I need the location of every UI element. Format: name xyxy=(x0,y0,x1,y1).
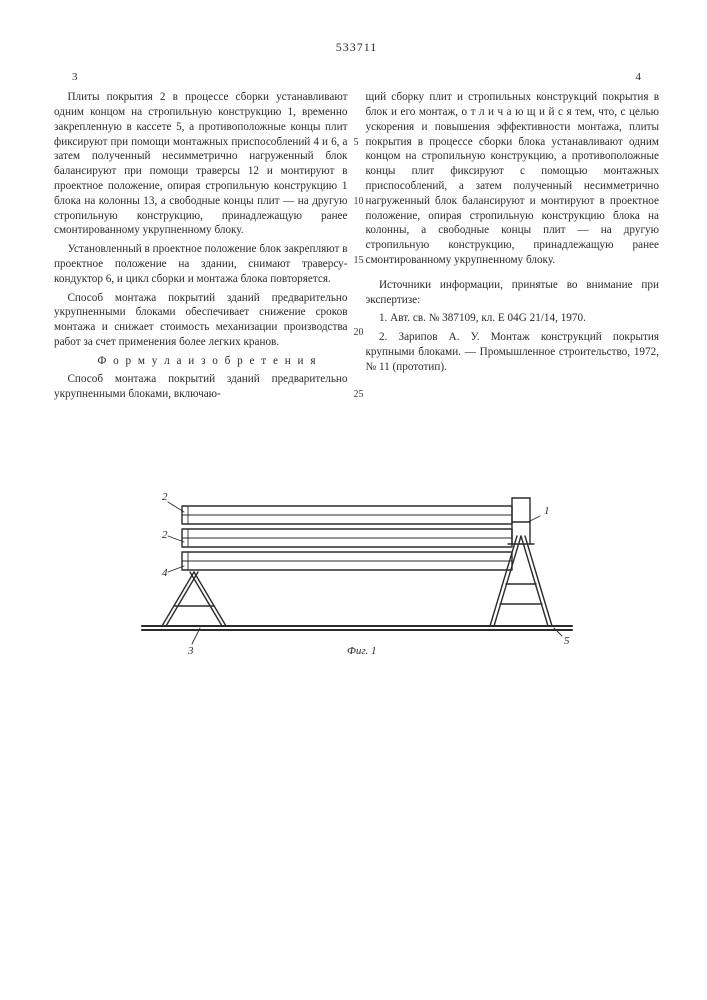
source-item: 1. Авт. св. № 387109, кл. Е 04G 21/14, 1… xyxy=(366,311,660,326)
figure-labels: 2 2 4 3 1 5 Фиг. 1 xyxy=(162,491,570,657)
figure-svg: 2 2 4 3 1 5 Фиг. 1 xyxy=(122,476,592,666)
line-mark: 5 xyxy=(354,136,359,149)
page-numbers-row: 3 4 xyxy=(72,70,641,85)
body-paragraph: Плиты покрытия 2 в процессе сборки устан… xyxy=(54,90,348,238)
page: 533711 3 4 Плиты покрытия 2 в процессе с… xyxy=(0,0,707,1000)
body-paragraph: щий сборку плит и стропильных конструкци… xyxy=(366,90,660,267)
figure-drawing xyxy=(142,498,572,644)
line-mark: 20 xyxy=(354,326,364,339)
source-item: 2. Зарипов А. У. Монтаж конструкций покр… xyxy=(366,330,660,374)
right-column: 5 10 15 20 25 щий сборку плит и стропиль… xyxy=(366,90,660,406)
page-num-left: 3 xyxy=(72,70,78,85)
body-paragraph: Способ монтажа покрытий зданий предварит… xyxy=(54,291,348,350)
figure-caption: Фиг. 1 xyxy=(347,645,377,657)
callout-label: 1 xyxy=(544,505,550,517)
callout-label: 2 xyxy=(162,491,168,503)
page-num-right: 4 xyxy=(636,70,642,85)
callout-label: 2 xyxy=(162,529,168,541)
callout-label: 3 xyxy=(187,645,194,657)
body-paragraph: Установленный в проектное положение блок… xyxy=(54,242,348,286)
line-mark: 15 xyxy=(354,254,364,267)
line-mark: 25 xyxy=(354,388,364,401)
document-number: 533711 xyxy=(54,40,659,56)
claims-heading: Ф о р м у л а и з о б р е т е н и я xyxy=(54,354,348,369)
callout-label: 5 xyxy=(564,635,570,647)
sources-heading: Источники информации, принятые во вниман… xyxy=(366,278,660,308)
line-mark: 10 xyxy=(354,195,364,208)
body-paragraph: Способ монтажа покрытий зданий предварит… xyxy=(54,372,348,402)
figure-1: 2 2 4 3 1 5 Фиг. 1 xyxy=(54,476,659,666)
callout-label: 4 xyxy=(162,567,168,579)
left-column: Плиты покрытия 2 в процессе сборки устан… xyxy=(54,90,348,406)
two-column-body: Плиты покрытия 2 в процессе сборки устан… xyxy=(54,90,659,406)
